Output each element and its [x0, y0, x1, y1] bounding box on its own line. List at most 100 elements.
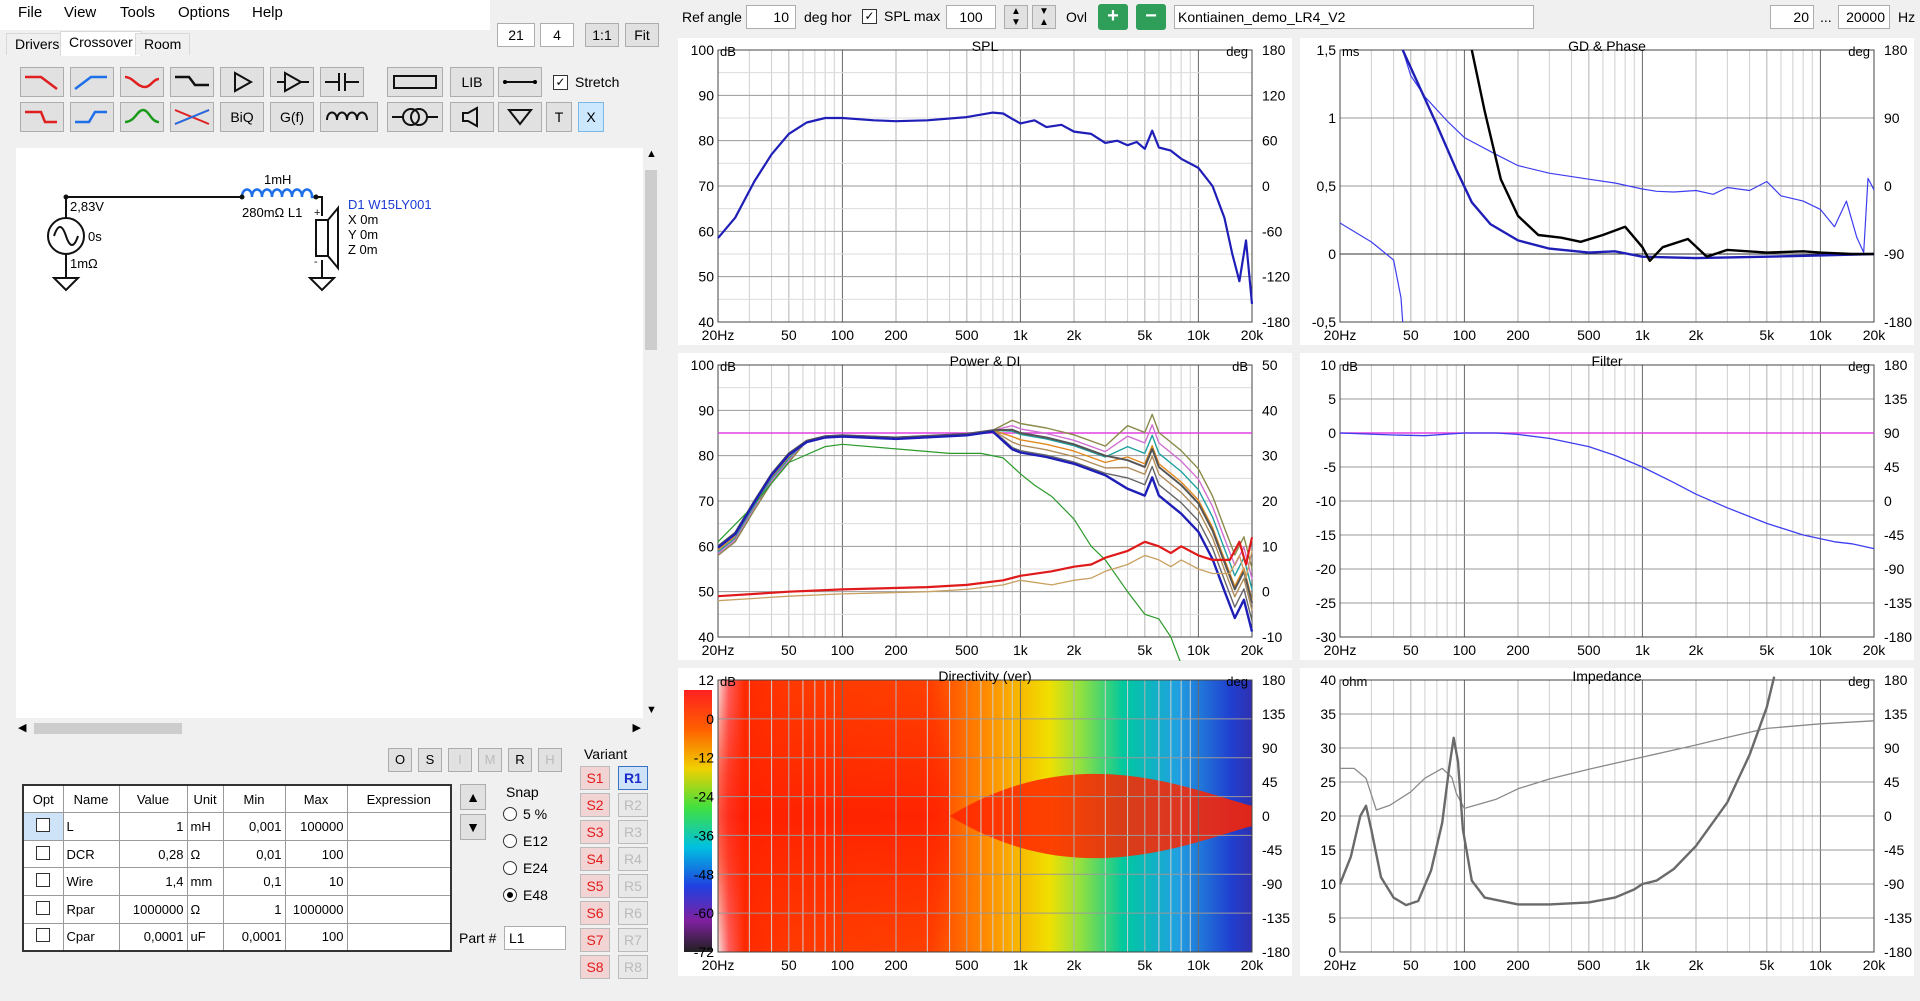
snap-option-e12[interactable]: E12 — [503, 833, 548, 849]
text-tool-button[interactable]: T — [546, 102, 572, 132]
variant-r8-button[interactable]: R8 — [618, 955, 648, 979]
capacitor-icon[interactable] — [320, 67, 364, 97]
variant-s1-button[interactable]: S1 — [580, 766, 610, 790]
bandpass-filter-icon[interactable] — [120, 67, 164, 97]
opt-checkbox[interactable] — [36, 873, 51, 888]
library-button[interactable]: LIB — [450, 67, 494, 97]
param-value[interactable]: 0,0001 — [118, 922, 188, 952]
param-min[interactable]: 1 — [222, 895, 286, 924]
menu-view[interactable]: View — [64, 4, 97, 21]
param-value[interactable]: 1 — [118, 812, 188, 841]
scroll-left-icon[interactable]: ◀ — [18, 722, 27, 734]
add-overlay-icon[interactable]: + — [1098, 4, 1128, 30]
menu-help[interactable]: Help — [252, 4, 283, 21]
opt-checkbox[interactable] — [36, 845, 51, 860]
ref-angle-input[interactable]: 10 — [746, 5, 796, 29]
param-expression[interactable] — [346, 839, 452, 869]
remove-overlay-icon[interactable]: − — [1136, 4, 1166, 30]
param-min[interactable]: 0,1 — [222, 867, 286, 897]
scroll-right-icon[interactable]: ▶ — [632, 722, 641, 734]
ground-icon[interactable] — [498, 102, 542, 132]
move-up-icon[interactable]: ▲ — [460, 784, 486, 810]
allpass-filter-icon[interactable] — [70, 102, 114, 132]
zoom-fit-button[interactable]: Fit — [625, 23, 659, 47]
snap-option-e24[interactable]: E24 — [503, 860, 548, 876]
spl-chart[interactable]: 100 90 80 70 60 50 40 180 120 60 0 -60 -120 -180 dB deg… — [678, 38, 1292, 345]
variant-s3-button[interactable]: S3 — [580, 820, 610, 844]
biquad-button[interactable]: BiQ — [220, 102, 264, 132]
param-max[interactable]: 1000000 — [284, 895, 348, 924]
tab-drivers[interactable]: Drivers — [6, 33, 69, 55]
param-max[interactable]: 100000 — [284, 812, 348, 841]
speaker-icon[interactable] — [450, 102, 494, 132]
crossover-filter-icon[interactable] — [170, 102, 214, 132]
variant-s7-button[interactable]: S7 — [580, 928, 610, 952]
opt-checkbox[interactable] — [36, 900, 51, 915]
variant-r1-button[interactable]: R1 — [618, 766, 648, 790]
m-button[interactable]: M — [478, 748, 502, 772]
opt-checkbox[interactable] — [36, 817, 51, 832]
variant-s6-button[interactable]: S6 — [580, 901, 610, 925]
param-expression[interactable] — [346, 812, 452, 841]
zoom-value-2[interactable]: 4 — [540, 23, 574, 47]
param-expression[interactable] — [346, 867, 452, 897]
param-min[interactable]: 0,001 — [222, 812, 286, 841]
wire-icon[interactable] — [498, 67, 542, 97]
r-button[interactable]: R — [508, 748, 532, 772]
schematic-vertical-scrollbar[interactable]: ▲ ▼ — [643, 148, 659, 718]
scroll-down-icon[interactable]: ▼ — [646, 704, 657, 716]
variant-s4-button[interactable]: S4 — [580, 847, 610, 871]
tab-crossover[interactable]: Crossover — [60, 31, 142, 56]
resistor-icon[interactable] — [387, 67, 443, 97]
param-min[interactable]: 0,0001 — [222, 922, 286, 952]
freq-max-input[interactable]: 20000 — [1838, 5, 1890, 29]
variant-s5-button[interactable]: S5 — [580, 874, 610, 898]
peaking-filter-icon[interactable] — [120, 102, 164, 132]
gd-phase-chart[interactable]: 1,5 1 0,5 0 -0,5 180 90 0 -90 -180 ms deg 20Hz 50 100 2… — [1300, 38, 1914, 345]
scroll-up-icon[interactable]: ▲ — [646, 148, 657, 160]
snap-option-e48[interactable]: E48 — [503, 887, 548, 903]
h-button[interactable]: H — [538, 748, 562, 772]
table-row[interactable]: Rpar 1000000 Ω 1 1000000 — [22, 895, 452, 924]
param-max[interactable]: 10 — [284, 867, 348, 897]
impedance-chart[interactable]: 40 35 30 25 20 15 10 5 0 180 135 90 45 0 -45 -90 -135 -18… — [1300, 668, 1914, 976]
zoom-value-1[interactable]: 21 — [497, 23, 535, 47]
highpass-filter-icon[interactable] — [70, 67, 114, 97]
scroll-thumb[interactable] — [645, 170, 657, 350]
freq-min-input[interactable]: 20 — [1770, 5, 1814, 29]
spl-max-input[interactable]: 100 — [946, 5, 996, 29]
transformer-icon[interactable] — [387, 102, 443, 132]
param-expression[interactable] — [346, 922, 452, 952]
stretch-checkbox[interactable]: ✓ — [553, 75, 568, 90]
table-row[interactable]: DCR 0,28 Ω 0,01 100 — [22, 839, 452, 869]
param-min[interactable]: 0,01 — [222, 839, 286, 869]
o-button[interactable]: O — [388, 748, 412, 772]
spl-max-checkbox[interactable]: ✓ — [862, 9, 877, 24]
zoom-1to1-button[interactable]: 1:1 — [585, 23, 619, 47]
variant-r2-button[interactable]: R2 — [618, 793, 648, 817]
variant-s8-button[interactable]: S8 — [580, 955, 610, 979]
table-row[interactable]: L 1 mH 0,001 100000 — [22, 812, 452, 841]
hscroll-thumb[interactable] — [34, 723, 182, 734]
i-button[interactable]: I — [448, 748, 472, 772]
schematic-canvas[interactable]: + - 2,83V 0s 1mΩ 1mH 280mΩ L1 D1 W15LY00… — [16, 148, 643, 718]
menu-options[interactable]: Options — [178, 4, 230, 21]
amplifier-icon[interactable] — [220, 67, 264, 97]
shelf-filter-icon[interactable] — [170, 67, 214, 97]
power-di-chart[interactable]: 100 90 80 70 60 50 40 50 40 30 20 10 0 -10 dB dB 20Hz 50 1… — [678, 353, 1292, 661]
inductor-icon[interactable] — [320, 102, 378, 132]
table-row[interactable]: Wire 1,4 mm 0,1 10 — [22, 867, 452, 897]
param-value[interactable]: 1,4 — [118, 867, 188, 897]
lowpass-filter-icon[interactable] — [20, 67, 64, 97]
lowpass-2-filter-icon[interactable] — [20, 102, 64, 132]
x-tool-button[interactable]: X — [578, 102, 604, 132]
menu-file[interactable]: File — [18, 4, 43, 21]
gf-button[interactable]: G(f) — [270, 102, 314, 132]
move-down-icon[interactable]: ▼ — [460, 814, 486, 840]
opt-checkbox[interactable] — [36, 928, 51, 943]
spl-updown-icon[interactable]: ▲ ▼ — [1004, 5, 1028, 29]
project-name-input[interactable]: Kontiainen_demo_LR4_V2 — [1174, 5, 1534, 29]
variant-s2-button[interactable]: S2 — [580, 793, 610, 817]
variant-r5-button[interactable]: R5 — [618, 874, 648, 898]
variant-r3-button[interactable]: R3 — [618, 820, 648, 844]
